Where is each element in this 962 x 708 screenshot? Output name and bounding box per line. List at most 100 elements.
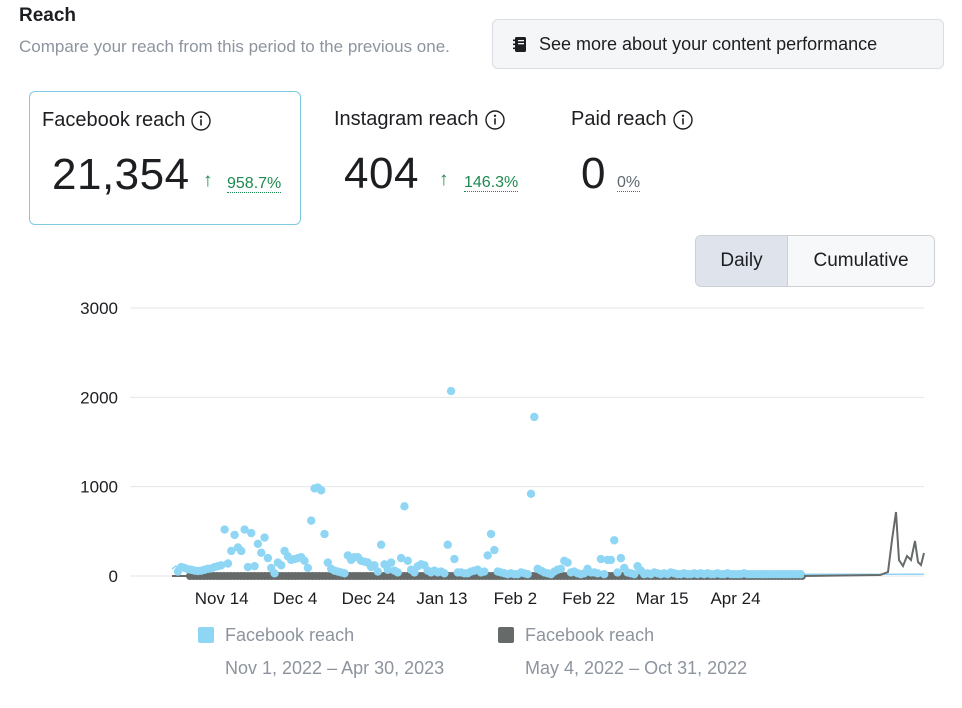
- current-series-point: [490, 545, 499, 555]
- x-tick-label: Dec 24: [342, 589, 396, 608]
- current-series-point: [440, 569, 449, 578]
- current-series-point: [613, 568, 622, 577]
- current-series-point: [220, 525, 229, 534]
- current-series-point: [400, 502, 409, 511]
- current-series-point: [383, 565, 392, 574]
- current-series-point: [307, 516, 316, 525]
- current-series-point: [630, 570, 639, 579]
- metric-title: Facebook reach: [42, 109, 186, 131]
- current-series-point: [320, 529, 329, 539]
- x-tick-label: Feb 2: [494, 589, 537, 608]
- metric-value: 21,354: [52, 150, 190, 199]
- info-icon[interactable]: [191, 110, 212, 131]
- legend-label: Facebook reach: [525, 625, 655, 645]
- current-series-start-line: [171, 564, 189, 572]
- x-tick-label: Apr 24: [710, 589, 760, 608]
- x-tick-label: Jan 13: [416, 589, 467, 608]
- current-series-point: [260, 533, 269, 542]
- current-series-point: [277, 561, 286, 570]
- current-series-point: [243, 562, 253, 572]
- daily-cumulative-toggle: Daily Cumulative: [695, 235, 935, 287]
- current-series-point: [257, 548, 266, 557]
- metric-title: Paid reach: [571, 108, 667, 130]
- legend-item-current[interactable]: Facebook reach Nov 1, 2022 – Apr 30, 202…: [198, 625, 478, 685]
- metric-value: 0: [581, 149, 606, 198]
- current-series-point: [610, 536, 619, 545]
- current-series-point: [247, 528, 256, 538]
- current-series-point: [410, 568, 419, 577]
- current-series-point: [530, 412, 539, 422]
- metric-change[interactable]: 958.7%: [227, 175, 282, 193]
- arrow-up-icon: ↑: [439, 169, 449, 190]
- current-series-point: [230, 530, 239, 540]
- current-series-point: [223, 559, 233, 568]
- info-icon[interactable]: [672, 109, 693, 130]
- metric-title: Instagram reach: [334, 108, 479, 130]
- x-tick-label: Feb 22: [562, 589, 615, 608]
- legend-period: Nov 1, 2022 – Apr 30, 2023: [225, 658, 445, 678]
- metric-card-facebook-reach[interactable]: Facebook reach 21,354 ↑ 958.7%: [29, 91, 301, 225]
- current-series-point: [373, 567, 382, 576]
- metric-change[interactable]: 0%: [617, 174, 641, 192]
- current-series-point: [240, 525, 249, 534]
- current-series-point: [593, 569, 602, 578]
- current-series-point: [316, 486, 326, 495]
- current-series-point: [556, 564, 566, 574]
- current-series-point: [606, 555, 616, 565]
- current-series-point: [446, 386, 456, 396]
- see-more-label: See more about your content performance: [539, 33, 878, 54]
- current-series-point: [263, 553, 273, 563]
- y-tick-label: 1000: [80, 478, 118, 497]
- current-series-point: [480, 567, 489, 576]
- metric-change[interactable]: 146.3%: [464, 174, 519, 192]
- y-tick-label: 0: [109, 567, 118, 586]
- x-tick-label: Mar 15: [636, 589, 689, 608]
- current-series-point: [300, 556, 309, 566]
- current-series-point: [217, 561, 226, 570]
- previous-series-spike-line: [803, 511, 925, 577]
- current-series-point: [523, 570, 532, 579]
- toggle-daily[interactable]: Daily: [696, 236, 788, 286]
- current-series-point: [526, 489, 536, 499]
- current-series-point: [340, 569, 349, 578]
- notebook-icon: [512, 36, 527, 53]
- current-series-point: [396, 553, 406, 563]
- current-series-point: [250, 561, 259, 571]
- current-series-point: [303, 563, 313, 573]
- current-series-point: [403, 556, 412, 566]
- toggle-cumulative[interactable]: Cumulative: [788, 236, 934, 286]
- current-series-point: [386, 558, 396, 567]
- section-title: Reach: [19, 5, 77, 26]
- x-tick-label: Dec 4: [273, 589, 317, 608]
- y-tick-label: 2000: [80, 388, 118, 407]
- legend-item-previous[interactable]: Facebook reach May 4, 2022 – Oct 31, 202…: [498, 625, 788, 685]
- current-series-point: [596, 554, 606, 564]
- legend-label: Facebook reach: [225, 625, 355, 645]
- current-series-point: [323, 558, 333, 567]
- metric-card-instagram-reach[interactable]: Instagram reach 404 ↑ 146.3%: [322, 91, 552, 225]
- current-series-point: [486, 529, 496, 539]
- current-series-point: [253, 539, 263, 549]
- current-series-point: [237, 546, 246, 556]
- current-series-point: [370, 561, 379, 570]
- legend-swatch-previous: [498, 627, 514, 643]
- current-series-point: [483, 551, 492, 560]
- current-series-point: [600, 570, 609, 579]
- current-series-point: [227, 546, 236, 556]
- legend-period: May 4, 2022 – Oct 31, 2022: [525, 658, 748, 678]
- arrow-up-icon: ↑: [203, 170, 213, 191]
- current-series-point: [796, 570, 805, 579]
- metric-value: 404: [344, 149, 419, 198]
- metric-card-paid-reach[interactable]: Paid reach 0 0%: [559, 91, 739, 225]
- info-icon[interactable]: [484, 109, 505, 130]
- current-series-point: [616, 553, 626, 563]
- current-series-point: [393, 568, 402, 577]
- current-series-point: [376, 540, 386, 549]
- current-series-point: [270, 569, 279, 578]
- legend-swatch-current: [198, 627, 214, 643]
- current-series-point: [443, 540, 452, 549]
- see-more-content-performance-button[interactable]: See more about your content performance: [492, 19, 944, 69]
- section-subtitle: Compare your reach from this period to t…: [19, 37, 450, 56]
- current-series-point: [563, 558, 572, 567]
